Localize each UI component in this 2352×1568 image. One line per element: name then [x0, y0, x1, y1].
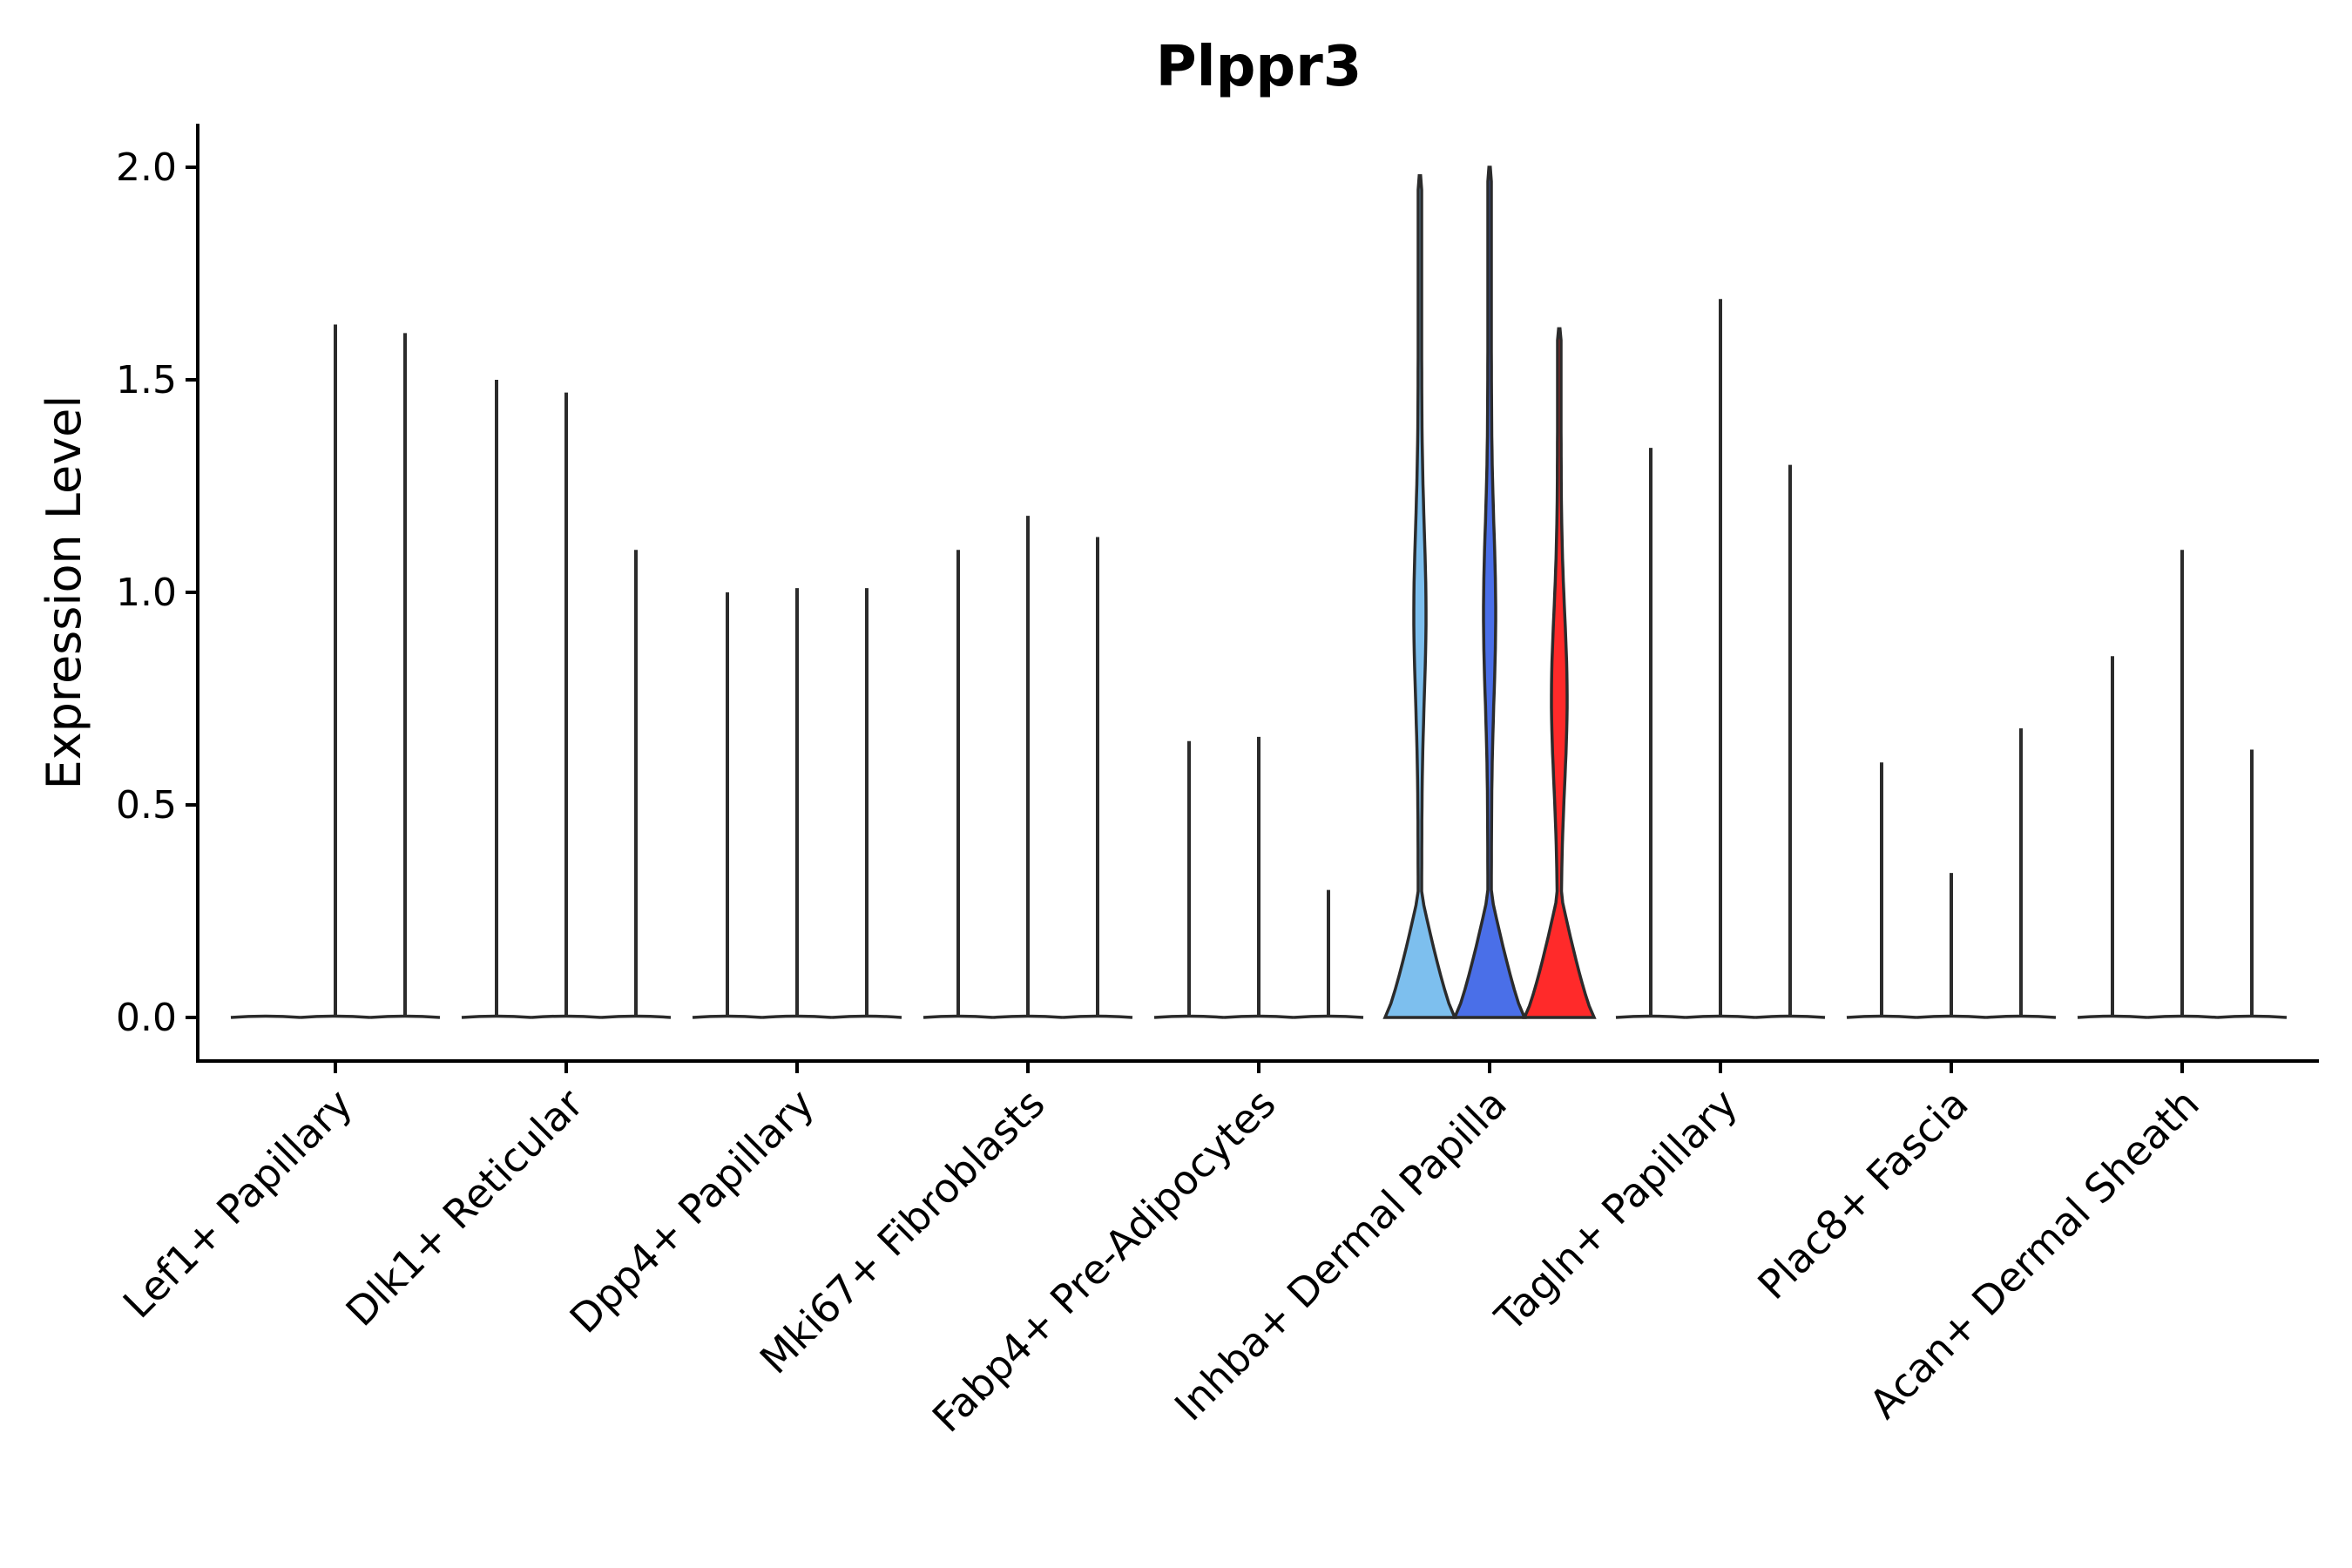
x-tick-label: Lef1+ Papillary [114, 1080, 362, 1328]
y-tick-label: 0.0 [116, 996, 177, 1040]
y-tick-label: 0.5 [116, 783, 177, 828]
x-tick-label: Dpp4+ Papillary [561, 1080, 823, 1342]
violin-shape [1452, 166, 1527, 1019]
x-tick-label: Plac8+ Fascia [1748, 1080, 1977, 1308]
violin-shape [1522, 327, 1597, 1019]
violin-shape [1382, 174, 1457, 1019]
y-axis-ticks: 0.0 0.5 1.0 1.5 2.0 [116, 145, 198, 1040]
x-tick-label: Tagln+ Papillary [1485, 1080, 1747, 1342]
y-axis-label: Expression Level [37, 395, 91, 790]
plot-area [230, 166, 2288, 1019]
chart-title: Plppr3 [1156, 35, 1362, 99]
violin-base [230, 1014, 301, 1019]
x-tick-label: Dlk1+ Reticular [337, 1080, 592, 1335]
y-tick-label: 1.5 [116, 358, 177, 402]
y-tick-label: 1.0 [116, 571, 177, 615]
y-tick-label: 2.0 [116, 145, 177, 190]
